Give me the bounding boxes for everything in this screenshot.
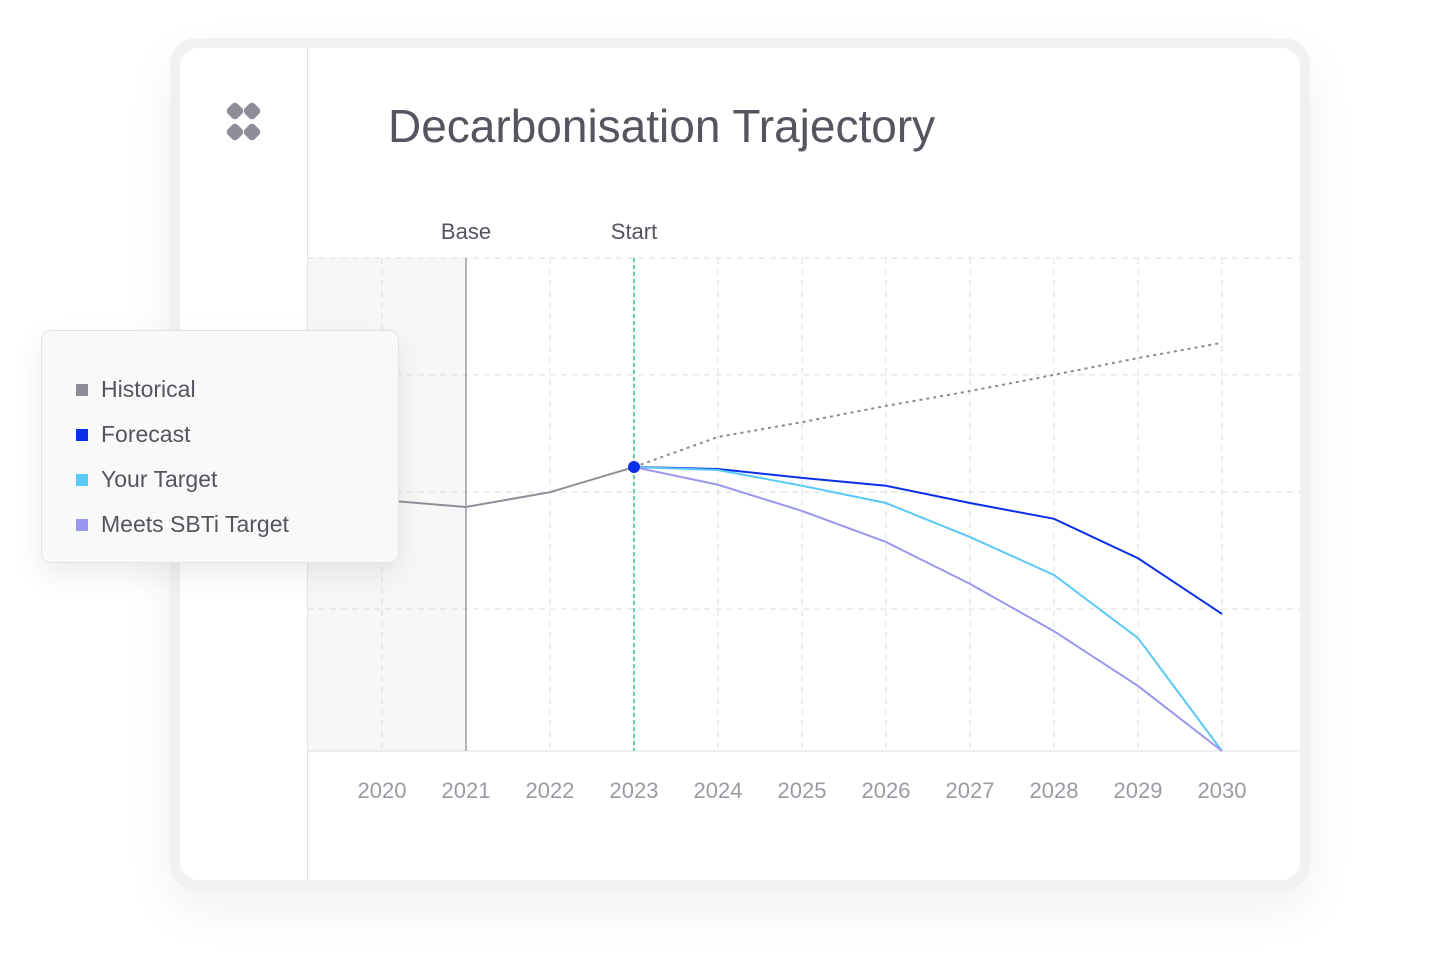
x-tick-label: 2030 (1198, 778, 1247, 803)
legend-label: Meets SBTi Target (101, 511, 289, 537)
x-tick-label: 2027 (946, 778, 995, 803)
x-tick-label: 2025 (778, 778, 827, 803)
x-tick-label: 2022 (526, 778, 575, 803)
x-tick-label: 2029 (1114, 778, 1163, 803)
series-line (633, 466, 1223, 615)
x-tick-label: 2023 (610, 778, 659, 803)
legend-label: Historical (101, 376, 196, 402)
legend-swatch (76, 473, 88, 486)
series-line (633, 466, 1223, 752)
x-tick-label: 2028 (1030, 778, 1079, 803)
legend-item: Your Target (76, 457, 398, 502)
baseline-line (633, 341, 1223, 468)
logo (226, 102, 261, 141)
legend-label: Forecast (101, 421, 191, 447)
legend-swatch (76, 518, 88, 531)
x-tick-label: 2024 (694, 778, 743, 803)
chart-title: Decarbonisation Trajectory (388, 100, 935, 152)
annotation-label: Start (611, 219, 657, 244)
annotation-label: Base (441, 219, 491, 244)
legend-swatch (76, 383, 88, 396)
legend-item: Historical (76, 367, 398, 412)
series-line (633, 466, 1223, 752)
legend-label: Your Target (101, 466, 218, 492)
legend-item: Meets SBTi Target (76, 502, 398, 547)
legend: Historical Forecast Your Target Meets SBTi … (41, 330, 399, 563)
x-tick-label: 2021 (442, 778, 491, 803)
legend-item: Forecast (76, 412, 398, 457)
series-line (381, 466, 635, 508)
x-tick-label: 2026 (862, 778, 911, 803)
legend-swatch (76, 428, 88, 441)
x-tick-label: 2020 (358, 778, 407, 803)
start-point (628, 461, 640, 474)
